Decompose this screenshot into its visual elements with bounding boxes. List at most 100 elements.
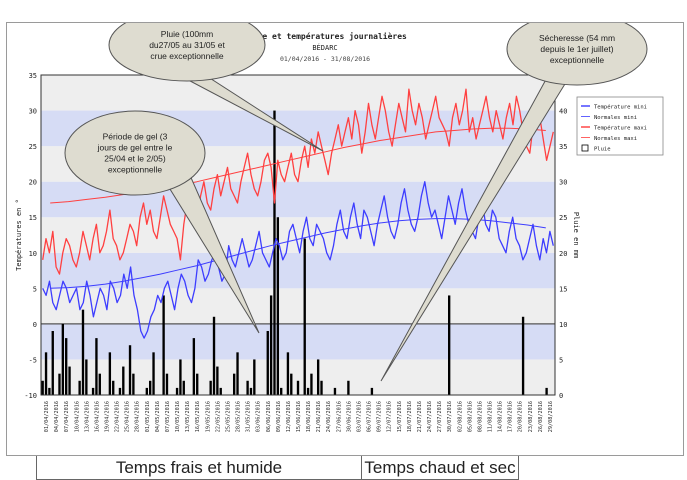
rain-bar <box>182 380 185 395</box>
x-tick-label: 22/04/2016 <box>115 401 121 432</box>
x-tick-label: 04/05/2016 <box>155 401 161 432</box>
x-tick-label: 13/05/2016 <box>185 401 191 432</box>
x-tick-label: 19/05/2016 <box>205 401 211 432</box>
x-tick-label: 21/06/2016 <box>316 401 322 432</box>
x-tick-label: 13/04/2016 <box>84 401 90 432</box>
rain-bar <box>68 366 71 395</box>
x-tick-label: 23/08/2016 <box>528 401 534 432</box>
chart-title: Pluie et températures journalières <box>243 31 407 41</box>
x-tick-label: 15/06/2016 <box>296 401 302 432</box>
x-tick-label: 10/04/2016 <box>74 401 80 432</box>
rain-bar <box>122 366 125 395</box>
series-line-temp-rature-maxi <box>42 88 554 275</box>
callout-text: du27/05 au 31/05 et <box>149 40 225 50</box>
callout-text: Sécheresse (54 mm <box>539 33 615 43</box>
x-tick-label: 30/07/2016 <box>447 401 453 432</box>
rain-bar <box>521 316 525 395</box>
y-left-tick-label: 30 <box>29 108 37 116</box>
x-tick-label: 07/05/2016 <box>165 401 171 432</box>
y-left-tick-label: -5 <box>29 356 37 364</box>
rain-bar <box>65 338 68 395</box>
x-tick-label: 02/08/2016 <box>457 401 463 432</box>
rain-bar <box>232 373 236 395</box>
y-right-axis-label: Pluie en mm <box>572 212 580 258</box>
x-tick-label: 27/06/2016 <box>336 401 342 432</box>
rain-bar <box>179 359 182 395</box>
rain-bar <box>296 380 300 395</box>
rain-bar <box>91 387 95 395</box>
rain-bar <box>118 387 122 395</box>
x-tick-label: 18/06/2016 <box>306 401 312 432</box>
rain-bar <box>61 323 65 395</box>
callout-text: Pluie (100mm <box>161 29 213 39</box>
x-tick-label: 24/06/2016 <box>326 401 332 432</box>
callout-text: crue exceptionnelle <box>150 51 224 61</box>
x-tick-label: 14/08/2016 <box>498 401 504 432</box>
y-left-tick-label: -10 <box>24 392 37 400</box>
rain-bar <box>41 380 44 395</box>
period-label-warm: Temps chaud et sec <box>361 456 519 480</box>
callout-text: Période de gel (3 <box>103 132 168 142</box>
rain-bar <box>273 110 276 396</box>
x-tick-label: 20/08/2016 <box>518 401 524 432</box>
x-tick-label: 25/05/2016 <box>225 401 231 432</box>
y-right-tick-label: 10 <box>559 321 567 329</box>
x-tick-label: 03/07/2016 <box>356 401 362 432</box>
y-left-tick-label: 35 <box>29 72 37 80</box>
x-tick-label: 29/08/2016 <box>548 401 554 432</box>
callout-text: exceptionnelle <box>108 165 163 175</box>
rain-bar <box>219 387 222 395</box>
rain-bar <box>196 373 199 395</box>
x-tick-label: 05/08/2016 <box>467 401 473 432</box>
rain-bar <box>98 373 101 395</box>
x-tick-label: 01/05/2016 <box>145 401 151 432</box>
rain-bar <box>51 331 54 395</box>
rain-bar <box>212 316 216 395</box>
x-tick-label: 30/06/2016 <box>346 401 352 432</box>
chart-date-range: 01/04/2016 - 31/08/2016 <box>280 55 370 63</box>
x-tick-label: 10/05/2016 <box>175 401 181 432</box>
rain-bar <box>162 295 165 395</box>
rain-bar <box>276 217 280 395</box>
x-tick-label: 28/05/2016 <box>236 401 242 432</box>
rain-bar <box>316 359 320 395</box>
x-tick-label: 01/04/2016 <box>44 401 50 432</box>
rain-bar <box>165 373 169 395</box>
y-right-tick-label: 40 <box>559 108 567 116</box>
x-tick-label: 28/04/2016 <box>135 401 141 432</box>
rain-bar <box>280 387 283 395</box>
legend-label: Normales mini <box>594 115 637 121</box>
y-left-tick-label: 20 <box>29 179 37 187</box>
rain-bar <box>95 338 98 395</box>
rain-bar <box>216 366 219 395</box>
chart-subtitle: BÉDARC <box>312 43 337 52</box>
plot-border <box>40 74 556 396</box>
rain-bar <box>246 380 249 395</box>
y-right-tick-label: 5 <box>559 356 563 364</box>
rain-bar <box>132 373 135 395</box>
legend-box <box>576 96 664 156</box>
x-tick-label: 06/07/2016 <box>367 401 373 432</box>
rain-bar <box>306 387 310 395</box>
x-tick-label: 09/07/2016 <box>377 401 383 432</box>
x-tick-label: 07/04/2016 <box>64 401 70 432</box>
rain-bar <box>303 238 306 395</box>
rain-bar <box>209 380 212 395</box>
legend-label: Température maxi <box>594 125 647 132</box>
y-right-tick-label: 35 <box>559 143 567 151</box>
rain-bar <box>269 295 273 395</box>
legend-label: Pluie <box>594 147 611 153</box>
x-tick-label: 25/04/2016 <box>125 401 131 432</box>
band <box>41 288 555 324</box>
rain-bar <box>192 338 196 395</box>
y-right-tick-label: 30 <box>559 179 567 187</box>
rain-bar <box>78 380 81 395</box>
period-label-cool: Temps frais et humide <box>36 456 362 480</box>
callout-text: 25/04 et le 2/05) <box>104 154 166 164</box>
rain-bar <box>108 352 112 395</box>
x-tick-label: 04/04/2016 <box>54 401 60 432</box>
legend-label: Température mini <box>594 104 647 111</box>
x-tick-label: 16/04/2016 <box>94 401 100 432</box>
x-tick-label: 24/07/2016 <box>427 401 433 432</box>
rain-bar <box>128 345 132 395</box>
